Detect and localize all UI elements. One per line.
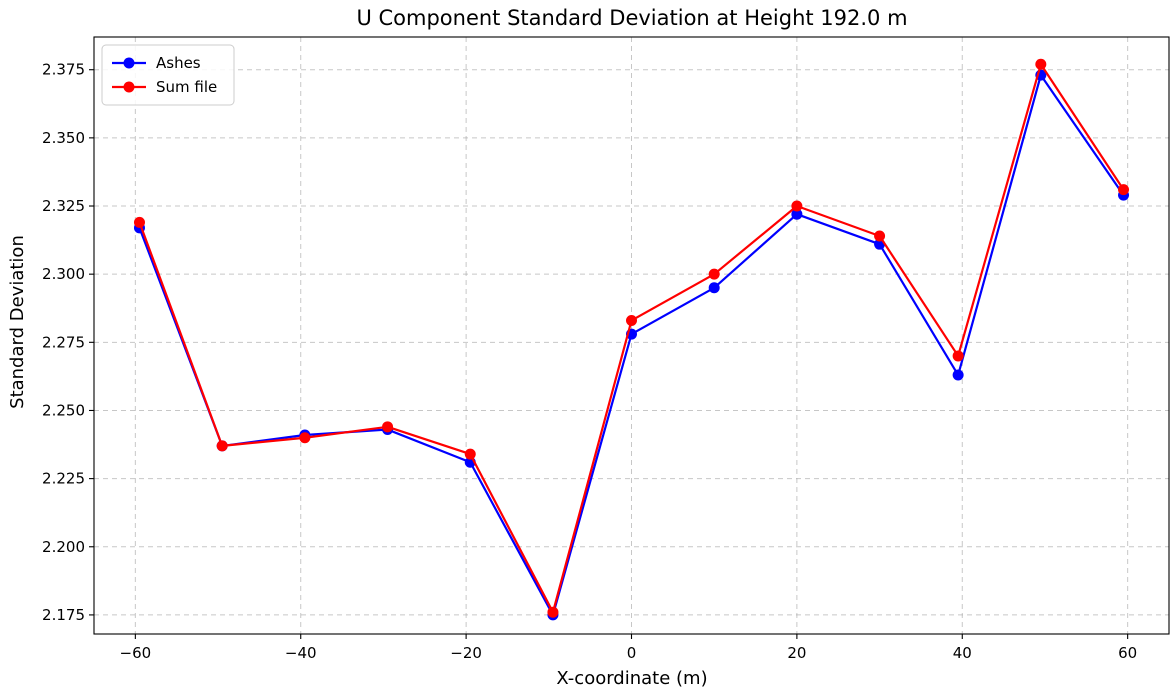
legend-label: Sum file (156, 78, 217, 96)
data-point (1035, 58, 1047, 70)
data-point (791, 208, 803, 220)
y-tick-label: 2.325 (42, 197, 85, 215)
chart-title: U Component Standard Deviation at Height… (356, 6, 907, 30)
data-point (216, 440, 228, 452)
x-tick-label: 60 (1118, 644, 1137, 662)
grid-lines (94, 37, 1169, 634)
data-point (791, 200, 803, 212)
data-point (952, 369, 964, 381)
x-tick-label: 40 (953, 644, 972, 662)
y-tick-label: 2.175 (42, 606, 85, 624)
series-1 (133, 58, 1130, 618)
data-point (382, 421, 394, 433)
data-point (874, 230, 886, 242)
data-point (708, 268, 720, 280)
legend-marker (123, 57, 135, 69)
x-tick-label: −40 (285, 644, 317, 662)
x-tick-label: −60 (120, 644, 152, 662)
data-point (1118, 184, 1130, 196)
data-point (708, 282, 720, 294)
legend: Ashes Sum file (101, 44, 235, 106)
x-tick-label: −20 (450, 644, 482, 662)
y-tick-label: 2.200 (42, 538, 85, 556)
data-point (299, 432, 311, 444)
legend-box (101, 44, 235, 106)
y-tick-label: 2.300 (42, 265, 85, 283)
x-tick-label: 0 (627, 644, 637, 662)
y-tick-label: 2.375 (42, 61, 85, 79)
data-point (626, 315, 637, 327)
data-point (464, 448, 476, 460)
x-axis: −60 −40 −20 0 20 40 60 (120, 634, 1137, 662)
data-point (547, 606, 559, 618)
legend-item: Sum file (112, 78, 217, 96)
y-tick-label: 2.275 (42, 333, 85, 351)
legend-marker (123, 81, 135, 93)
x-axis-label: X-coordinate (m) (556, 668, 707, 689)
y-tick-label: 2.250 (42, 401, 85, 419)
y-tick-label: 2.225 (42, 470, 85, 488)
x-tick-label: 20 (787, 644, 806, 662)
data-point (133, 216, 145, 228)
legend-label: Ashes (156, 54, 201, 72)
y-tick-label: 2.350 (42, 129, 85, 147)
y-axis: 2.175 2.200 2.225 2.250 2.275 2.300 2.325 2.350… (42, 61, 94, 624)
legend-item: Ashes (112, 54, 201, 72)
y-axis-label: Standard Deviation (7, 235, 28, 409)
data-point (952, 350, 964, 362)
series-layer (133, 58, 1130, 621)
